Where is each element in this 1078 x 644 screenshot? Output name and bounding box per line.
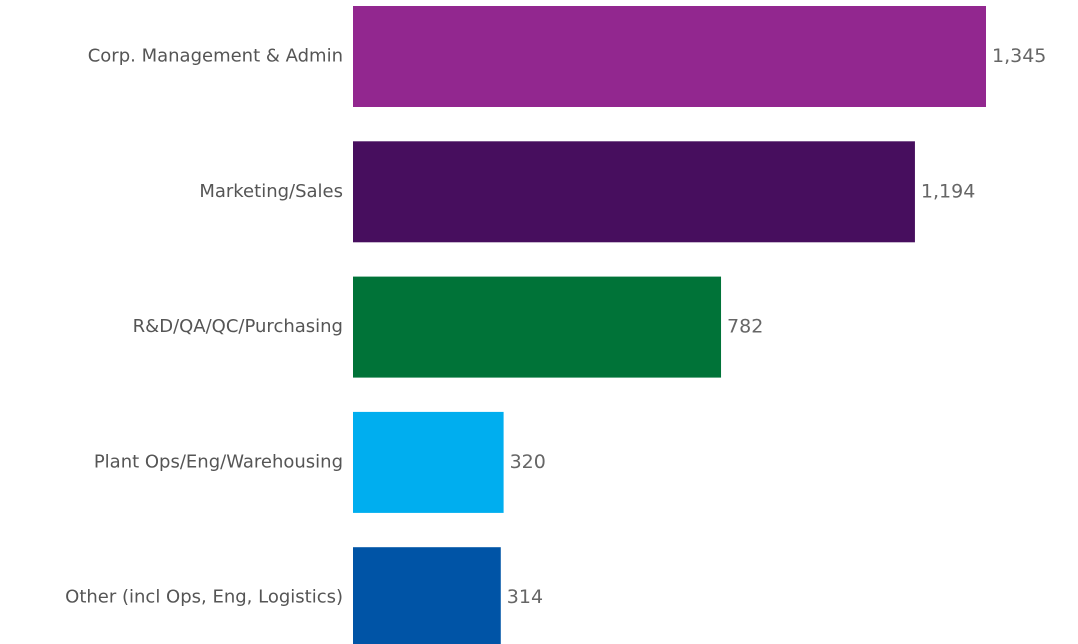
bar [353,547,501,644]
bar [353,141,915,243]
bar [353,276,722,378]
category-label: Marketing/Sales [199,181,343,202]
category-label: Other (incl Ops, Eng, Logistics) [65,587,343,608]
value-label: 1,345 [992,45,1046,67]
value-label: 1,194 [921,180,975,202]
value-label: 314 [507,586,543,608]
value-label: 782 [727,316,763,338]
value-label: 320 [510,451,546,473]
bar [353,6,986,107]
category-label: Corp. Management & Admin [88,46,343,67]
bar [353,411,504,513]
category-label: Plant Ops/Eng/Warehousing [94,451,343,472]
category-label: R&D/QA/QC/Purchasing [133,316,343,337]
